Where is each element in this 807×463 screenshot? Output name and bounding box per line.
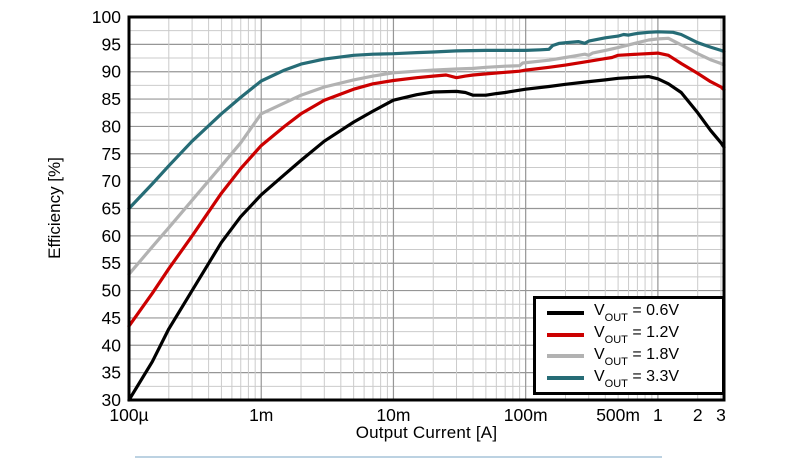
y-tick-label: 55: [102, 253, 121, 273]
y-tick-label: 75: [102, 144, 121, 164]
y-axis-title: Efficiency [%]: [45, 157, 64, 259]
legend-label: VOUT = 0.6V: [594, 302, 680, 325]
curve-0.6v: [127, 74, 726, 402]
y-tick-label: 50: [102, 281, 122, 301]
y-tick-label: 80: [102, 116, 122, 136]
legend-line-sample: [547, 376, 584, 381]
y-tick-label: 60: [102, 226, 122, 246]
x-tick-label: 1: [653, 405, 663, 425]
y-tick-label: 95: [102, 34, 121, 54]
y-tick-label: 90: [102, 62, 122, 82]
legend-line-sample: [547, 354, 584, 359]
curve-3.3v: [127, 30, 726, 211]
legend-line-sample: [547, 332, 584, 337]
y-tick-label: 65: [102, 199, 121, 219]
legend-item-vout-0.6v: VOUT = 0.6V: [547, 302, 718, 325]
x-axis-title: Output Current [A]: [355, 423, 498, 442]
legend-label: VOUT = 1.8V: [594, 345, 680, 368]
legend-item-vout-1.2v: VOUT = 1.2V: [547, 324, 718, 347]
x-tick-label: 500m: [596, 405, 640, 425]
plot-frame: [127, 15, 726, 402]
x-tick-label: 10m: [376, 405, 410, 425]
y-tick-label: 85: [102, 89, 121, 109]
y-tick-label: 35: [102, 363, 121, 383]
y-tick-label: 100: [92, 7, 121, 27]
legend-label: VOUT = 3.3V: [594, 367, 680, 390]
bottom-accent-line: [135, 456, 662, 458]
x-tick-label: 100µ: [109, 405, 148, 425]
legend-item-vout-3.3v: VOUT = 3.3V: [547, 367, 718, 390]
x-tick-label: 3: [716, 405, 726, 425]
x-tick-label: 1m: [249, 405, 273, 425]
legend-label: VOUT = 1.2V: [594, 324, 680, 347]
y-tick-label: 45: [102, 308, 121, 328]
y-tick-label: 70: [102, 171, 122, 191]
legend-item-vout-1.8v: VOUT = 1.8V: [547, 345, 718, 368]
x-tick-label: 2: [693, 405, 703, 425]
x-tick-label: 100m: [504, 405, 548, 425]
y-tick-label: 30: [102, 390, 122, 410]
curve-1.2v: [127, 51, 726, 328]
legend-line-sample: [547, 310, 584, 315]
legend: VOUT = 0.6V VOUT = 1.2V VOUT = 1.8V VOUT = …: [533, 296, 725, 395]
curve-1.8v: [127, 36, 726, 276]
y-tick-label: 40: [102, 335, 122, 355]
